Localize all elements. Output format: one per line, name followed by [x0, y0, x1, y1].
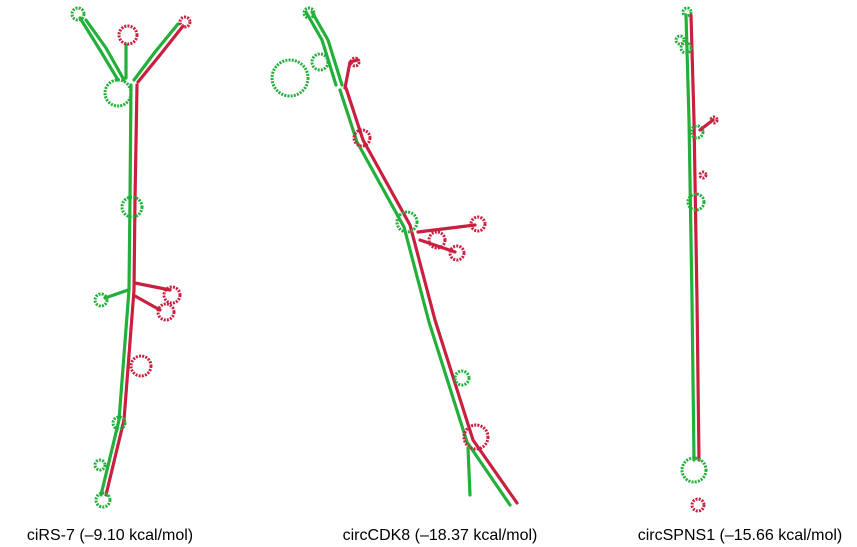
structure-circspns1 — [676, 8, 717, 511]
figure: ciRS-7 (–9.10 kcal/mol) circCDK8 (–18.37… — [0, 0, 857, 547]
structure-label: circSPNS1 (–15.66 kcal/mol) — [638, 527, 843, 544]
structure-circcdk8 — [272, 8, 517, 505]
structure-cirs7 — [72, 8, 190, 507]
structure-label: ciRS-7 (–9.10 kcal/mol) — [27, 527, 193, 544]
structure-label: circCDK8 (–18.37 kcal/mol) — [343, 527, 538, 544]
